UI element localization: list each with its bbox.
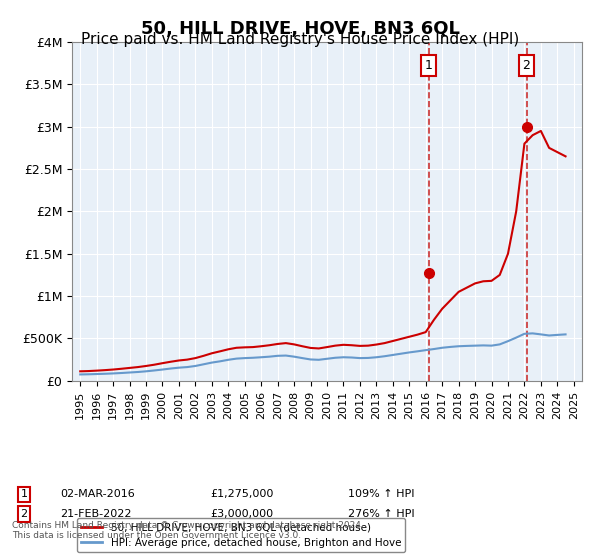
Text: 2: 2: [523, 59, 530, 72]
Text: 02-MAR-2016: 02-MAR-2016: [60, 489, 135, 500]
Text: Contains HM Land Registry data © Crown copyright and database right 2024.
This d: Contains HM Land Registry data © Crown c…: [12, 521, 364, 540]
Text: Price paid vs. HM Land Registry's House Price Index (HPI): Price paid vs. HM Land Registry's House …: [81, 32, 519, 48]
Text: 276% ↑ HPI: 276% ↑ HPI: [348, 509, 415, 519]
Text: £3,000,000: £3,000,000: [210, 509, 273, 519]
Text: 50, HILL DRIVE, HOVE, BN3 6QL: 50, HILL DRIVE, HOVE, BN3 6QL: [140, 20, 460, 38]
Text: 2: 2: [20, 509, 28, 519]
Text: £1,275,000: £1,275,000: [210, 489, 274, 500]
Legend: 50, HILL DRIVE, HOVE, BN3 6QL (detached house), HPI: Average price, detached hou: 50, HILL DRIVE, HOVE, BN3 6QL (detached …: [77, 518, 405, 552]
Text: 1: 1: [20, 489, 28, 500]
Text: 1: 1: [425, 59, 433, 72]
Text: 21-FEB-2022: 21-FEB-2022: [60, 509, 131, 519]
Text: 109% ↑ HPI: 109% ↑ HPI: [348, 489, 415, 500]
